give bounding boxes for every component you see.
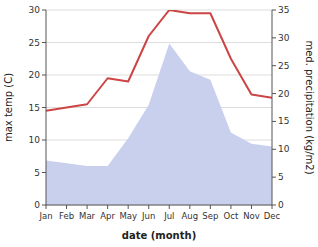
plot-area — [46, 10, 272, 205]
x-tick-label: Feb — [59, 211, 74, 221]
axes: 0 5 10 15 20 25 30 0 5 10 15 20 25 30 35 Jan Feb Mar Apr Ma… — [29, 5, 290, 221]
y-tick — [42, 140, 46, 141]
x-axis-label: date (month) — [122, 230, 196, 241]
y2-tick — [272, 65, 276, 66]
y-tick — [42, 75, 46, 76]
y-tick-label: 5 — [34, 168, 40, 178]
y2-tick — [272, 177, 276, 178]
x-tick — [210, 205, 211, 209]
x-tick — [46, 205, 47, 209]
y2-tick-label: 30 — [278, 33, 290, 43]
y2-tick-label: 35 — [278, 5, 289, 15]
y2-tick — [272, 149, 276, 150]
x-tick-label: Jun — [141, 211, 155, 221]
y2-tick-label: 15 — [278, 116, 289, 126]
x-tick-label: Jan — [38, 211, 52, 221]
grid-line — [46, 205, 272, 206]
y2-tick-label: 20 — [278, 89, 290, 99]
x-tick — [251, 205, 252, 209]
area — [46, 43, 272, 205]
y2-tick-label: 25 — [278, 61, 289, 71]
y2-axis-line — [272, 10, 273, 205]
x-tick — [66, 205, 67, 209]
x-tick-label: Sep — [202, 211, 218, 221]
y-tick-label: 10 — [29, 135, 41, 145]
y2-axis-label: med. precipitation (kg/m2) — [304, 40, 315, 174]
y2-tick-label: 10 — [278, 144, 290, 154]
x-tick — [169, 205, 170, 209]
grid-line — [46, 10, 272, 11]
y2-tick — [272, 121, 276, 122]
y-axis-label: max temp (C) — [3, 73, 14, 142]
x-tick — [272, 205, 273, 209]
line — [46, 10, 272, 111]
grid-line — [46, 42, 272, 43]
x-tick-label: Mar — [79, 211, 96, 221]
x-tick-label: Aug — [182, 211, 199, 221]
y-tick — [42, 172, 46, 173]
x-tick-label: Jul — [163, 211, 174, 221]
y-tick-label: 25 — [29, 38, 40, 48]
x-tick-label: Nov — [243, 211, 260, 221]
grid — [46, 10, 272, 205]
y2-tick — [272, 10, 276, 11]
x-axis-line — [46, 205, 272, 206]
y-tick — [42, 10, 46, 11]
y2-tick-label: 0 — [278, 200, 284, 210]
y-tick-label: 0 — [34, 200, 40, 210]
y-tick — [42, 42, 46, 43]
y2-tick — [272, 205, 276, 206]
x-tick — [148, 205, 149, 209]
y2-tick-label: 5 — [278, 172, 284, 182]
x-tick-label: Apr — [100, 211, 115, 221]
y-tick-label: 20 — [29, 70, 41, 80]
x-tick — [87, 205, 88, 209]
chart: 0 5 10 15 20 25 30 0 5 10 15 20 25 30 35 Jan Feb Mar Apr Ma… — [0, 0, 318, 247]
y-tick — [42, 107, 46, 108]
x-tick — [230, 205, 231, 209]
x-tick — [128, 205, 129, 209]
y2-tick — [272, 93, 276, 94]
y-tick — [42, 205, 46, 206]
x-tick-label: Oct — [224, 211, 239, 221]
x-tick — [189, 205, 190, 209]
x-tick — [107, 205, 108, 209]
y2-tick — [272, 37, 276, 38]
x-tick-label: May — [119, 211, 137, 221]
y-tick-label: 15 — [29, 103, 40, 113]
x-tick-label: Dec — [264, 211, 281, 221]
y-tick-label: 30 — [29, 5, 41, 15]
